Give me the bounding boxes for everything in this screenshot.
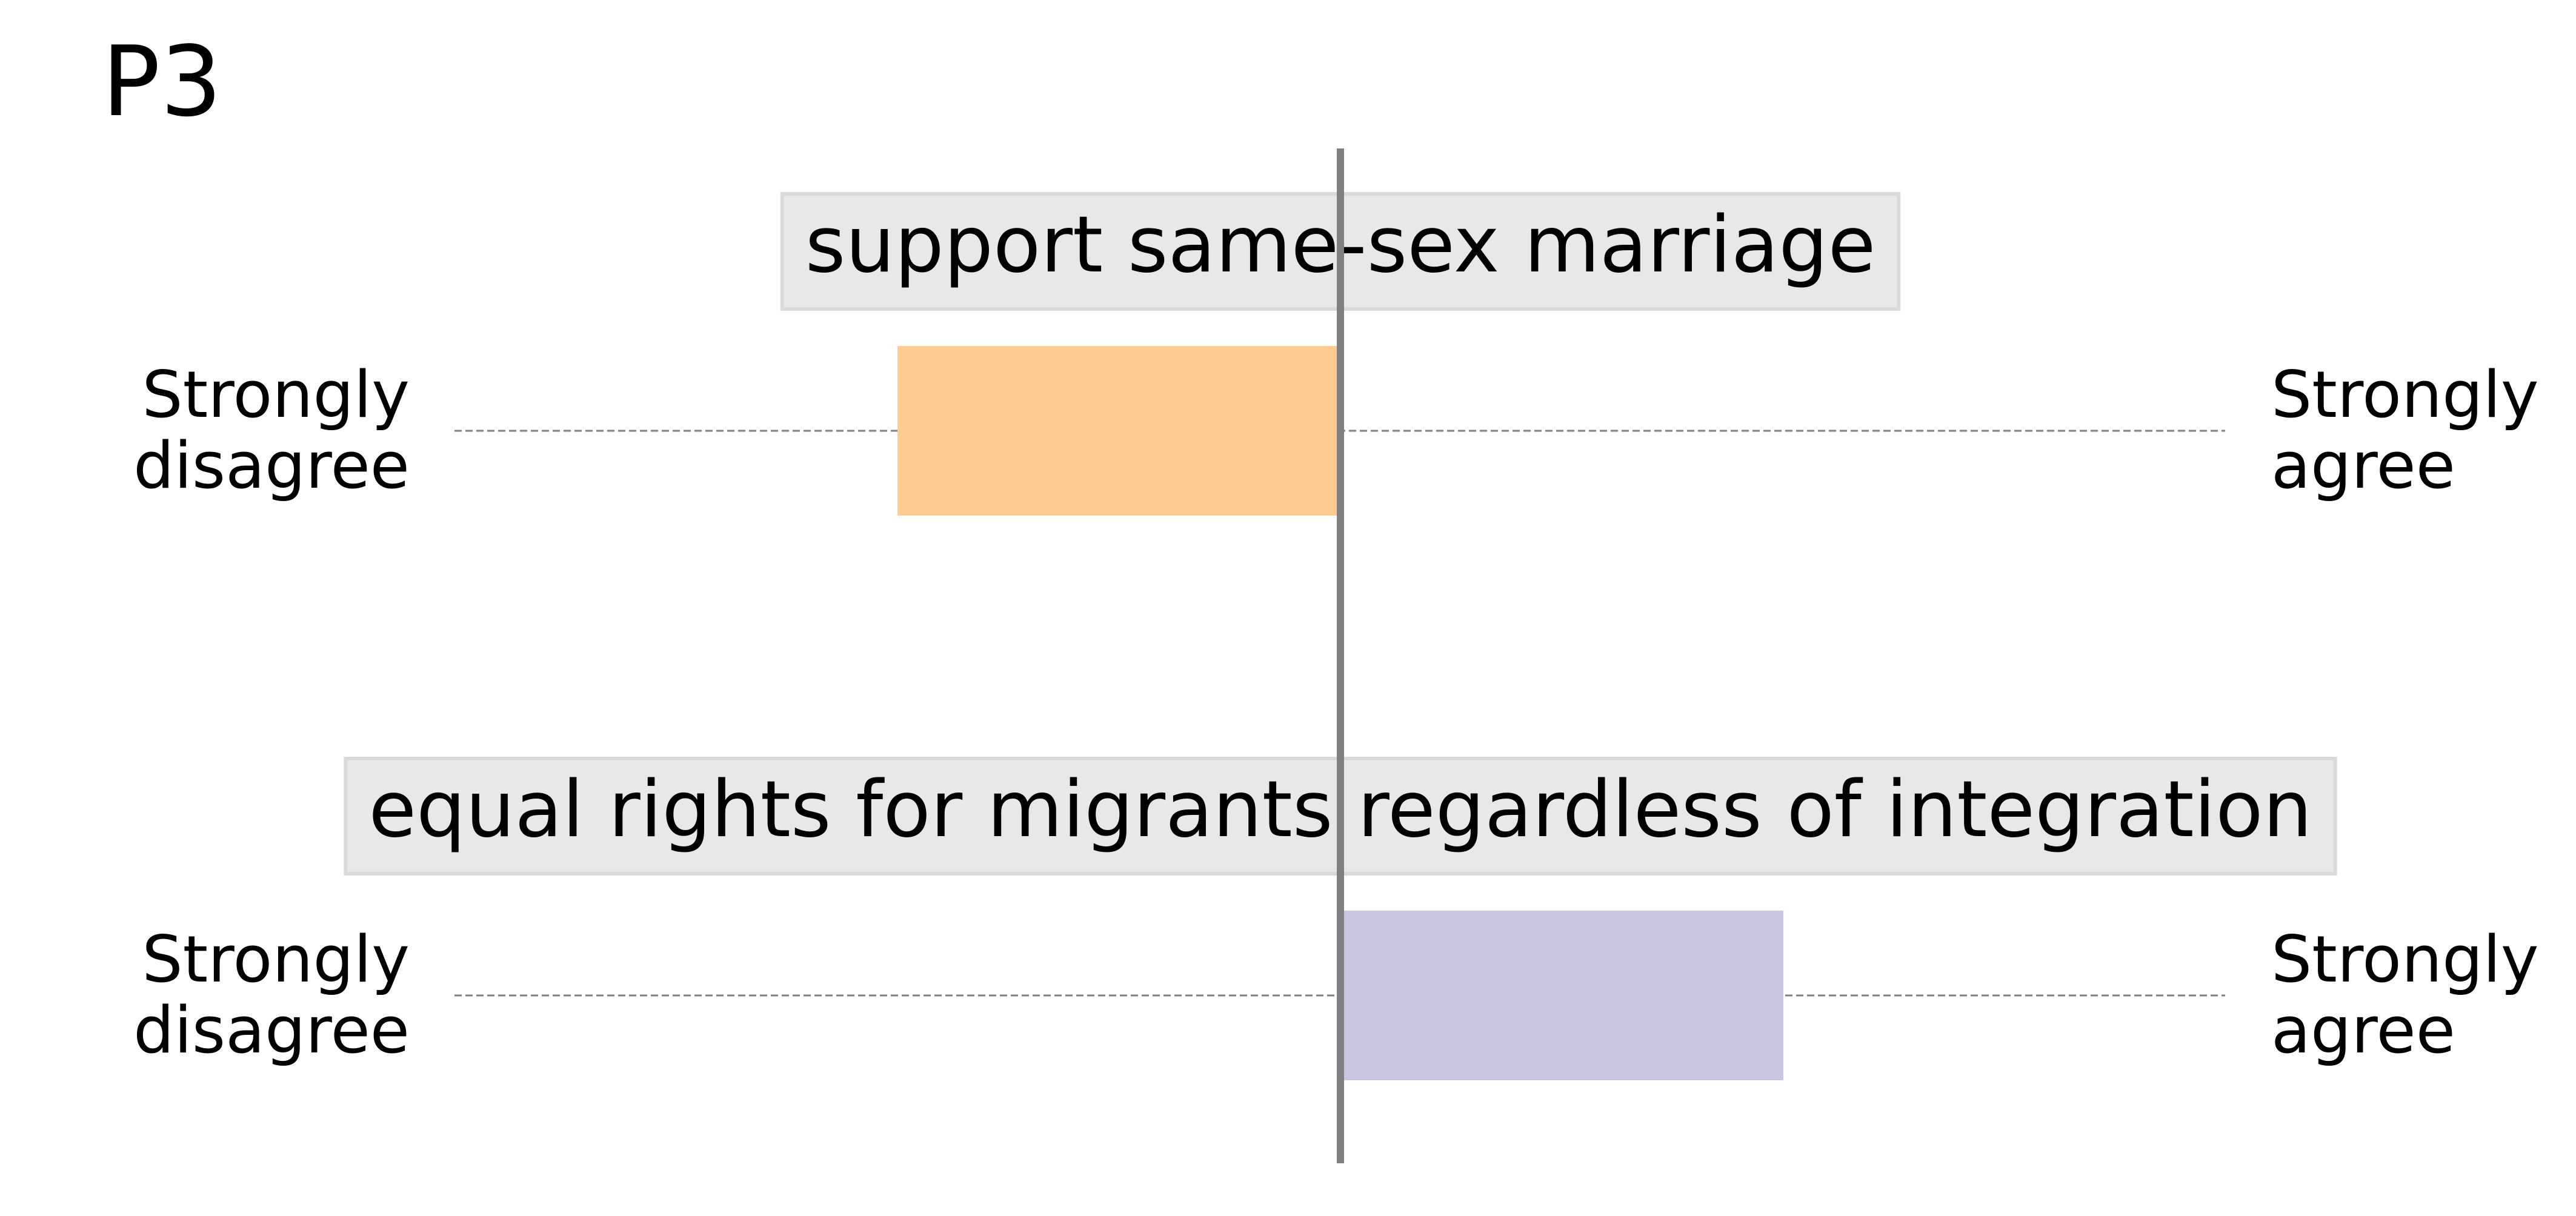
scale-right-label: Strongly agree [2271,922,2539,1068]
chart-title: P3 [102,25,222,138]
response-bar [1340,911,1783,1080]
scale-left-label: Strongly disagree [133,922,410,1068]
scale-right-label: Strongly agree [2271,357,2539,503]
response-bar [897,346,1340,516]
scale-left-label: Strongly disagree [133,357,410,503]
